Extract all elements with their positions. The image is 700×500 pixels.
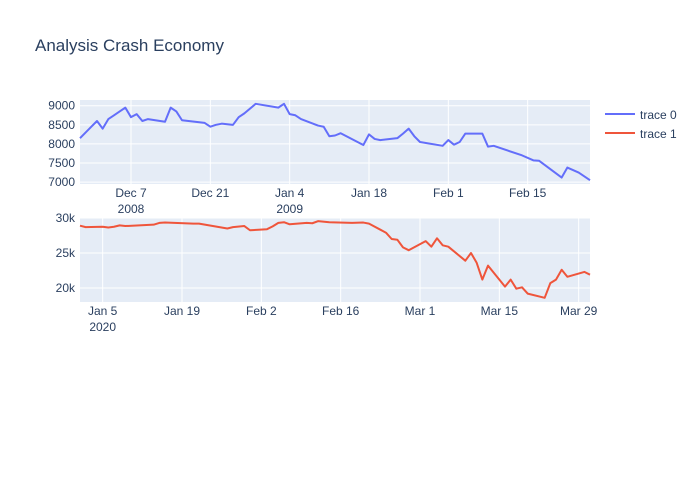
top-x-tick-year-label: 2009: [276, 202, 303, 216]
legend: trace 0 trace 1: [605, 108, 677, 141]
top-x-tick-label: Jan 4: [275, 186, 305, 200]
top-y-tick-label: 8500: [48, 118, 75, 132]
bot-y-tick-label: 25k: [56, 246, 76, 260]
legend-label-trace-0: trace 0: [640, 108, 677, 122]
bot-y-tick-label: 30k: [56, 211, 76, 225]
top-x-tick-label: Feb 15: [509, 186, 547, 200]
legend-item-trace-0[interactable]: trace 0: [605, 108, 677, 122]
top-y-tick-label: 9000: [48, 99, 75, 113]
top-plot-area: [80, 100, 590, 184]
bot-x-tick-label: Jan 19: [164, 304, 200, 318]
legend-item-trace-1[interactable]: trace 1: [605, 127, 677, 141]
bot-x-tick-label: Mar 1: [405, 304, 436, 318]
top-y-tick-label: 7500: [48, 156, 75, 170]
series-line-trace-0: [79, 102, 591, 182]
top-series-layer: [79, 102, 591, 182]
bottom-plot-area: [80, 218, 590, 302]
bot-x-tick-label: Jan 5: [88, 304, 118, 318]
bottom-y-tick-labels: 20k 25k 30k: [56, 211, 76, 295]
bottom-x-tick-labels: Jan 5 2020 Jan 19 Feb 2 Feb 16 Mar 1 Mar 15 Mar…: [88, 304, 598, 334]
top-x-tick-label: Dec 7: [115, 186, 147, 200]
bot-x-tick-label: Feb 2: [246, 304, 277, 318]
top-y-tick-label: 7000: [48, 175, 75, 189]
bot-x-tick-label: Feb 16: [322, 304, 360, 318]
bottom-series-layer: [79, 220, 591, 299]
series-line-trace-1: [79, 220, 591, 299]
bot-x-tick-year-label: 2020: [89, 320, 116, 334]
top-y-tick-label: 8000: [48, 137, 75, 151]
top-x-tick-labels: Dec 7 2008 Dec 21 Jan 4 2009 Jan 18 Feb 1 Feb 1…: [115, 186, 546, 216]
top-gridlines: [80, 100, 590, 184]
top-x-tick-label: Jan 18: [351, 186, 387, 200]
bottom-gridlines: [80, 217, 590, 302]
bot-y-tick-label: 20k: [56, 281, 76, 295]
top-subplot: 7000 7500 8000 8500 9000 Dec 7 2008 Dec 21 Jan …: [48, 99, 591, 216]
bot-x-tick-label: Mar 29: [560, 304, 598, 318]
bottom-subplot: 20k 25k 30k Jan 5 2020 Jan 19 Feb 2 Feb 16 Mar …: [56, 211, 598, 334]
top-x-tick-year-label: 2008: [118, 202, 145, 216]
top-y-tick-labels: 7000 7500 8000 8500 9000: [48, 99, 75, 189]
legend-label-trace-1: trace 1: [640, 127, 677, 141]
top-x-tick-label: Feb 1: [433, 186, 464, 200]
chart-title: Analysis Crash Economy: [35, 36, 224, 55]
top-x-tick-label: Dec 21: [191, 186, 229, 200]
bot-x-tick-label: Mar 15: [481, 304, 519, 318]
